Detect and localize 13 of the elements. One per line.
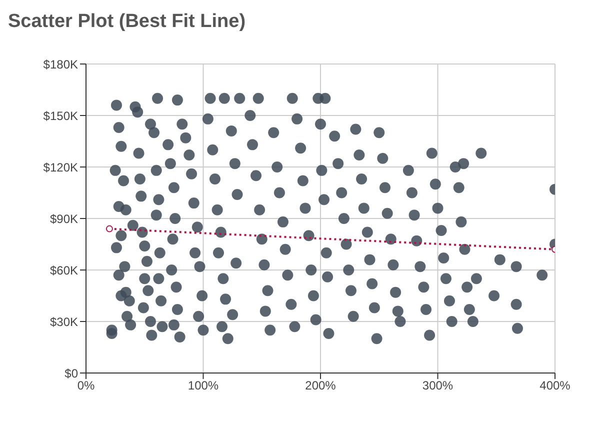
y-tick-label: $30K — [50, 314, 78, 329]
chart-title: Scatter Plot (Best Fit Line) — [8, 10, 247, 34]
y-tick-label: $150K — [43, 108, 78, 123]
x-tick-label: 100% — [188, 378, 219, 393]
y-tick-label: $120K — [43, 160, 78, 174]
x-tick-label: 300% — [422, 378, 454, 393]
x-tick-label: 200% — [305, 378, 336, 393]
y-tick-label: $90K — [50, 212, 78, 226]
y-tick-label: $60K — [50, 263, 78, 278]
y-tick-label: $180K — [43, 57, 78, 72]
x-tick-label: 0% — [77, 378, 95, 393]
x-tick-label: 400% — [540, 378, 571, 393]
y-tick-label: $0 — [64, 366, 78, 380]
